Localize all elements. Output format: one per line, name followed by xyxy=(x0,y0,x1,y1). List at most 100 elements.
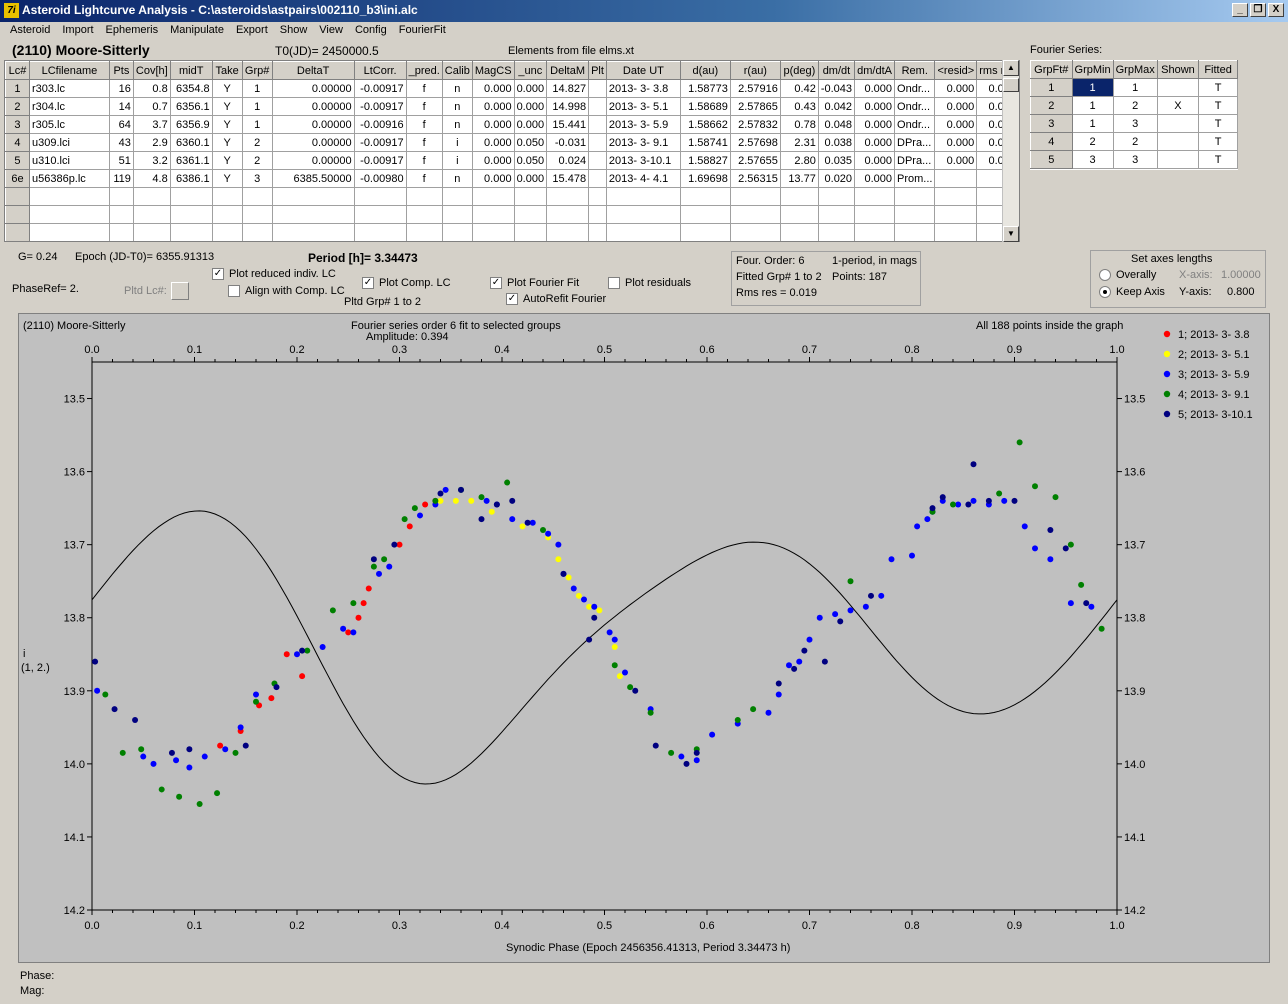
table-cell[interactable]: 1 xyxy=(241,115,273,134)
table-cell[interactable] xyxy=(211,187,243,206)
table-cell[interactable] xyxy=(28,205,110,224)
table-row[interactable]: 5 u310.lci 51 3.2 6361.1 Y 2 0.00000 -0.00917 f i 0… xyxy=(5,151,1019,170)
table-cell[interactable] xyxy=(546,205,590,224)
row-header[interactable]: 2 xyxy=(1030,96,1073,115)
table-cell[interactable]: Ondr... xyxy=(894,115,936,134)
scroll-thumb[interactable] xyxy=(1003,78,1019,92)
table-cell[interactable]: 0.000 xyxy=(513,97,548,116)
scroll-down-icon[interactable]: ▼ xyxy=(1003,226,1019,242)
table-cell[interactable] xyxy=(441,205,473,224)
table-cell[interactable]: n xyxy=(441,115,473,134)
table-cell[interactable]: 0.000 xyxy=(934,133,978,152)
table-cell[interactable]: 0.000 xyxy=(471,169,515,188)
row-header[interactable] xyxy=(5,187,30,206)
fourier-cell[interactable]: 1 xyxy=(1071,114,1114,133)
plot-fourier-checkbox[interactable]: ✓ Plot Fourier Fit xyxy=(490,277,579,290)
close-button[interactable]: X xyxy=(1268,3,1284,17)
fourier-column-header[interactable]: Fitted xyxy=(1198,60,1238,79)
table-cell[interactable]: 64 xyxy=(108,115,134,134)
fourier-cell[interactable]: 1 xyxy=(1112,78,1158,97)
table-cell[interactable]: -0.00917 xyxy=(353,133,407,152)
fourier-cell[interactable]: 3 xyxy=(1112,150,1158,169)
table-cell[interactable]: 13.77 xyxy=(779,169,819,188)
table-cell[interactable] xyxy=(679,223,731,241)
table-cell[interactable]: 6361.1 xyxy=(169,151,213,170)
fourier-cell[interactable]: 2 xyxy=(1112,132,1158,151)
table-cell[interactable]: 0.000 xyxy=(854,169,896,188)
menu-ephemeris[interactable]: Ephemeris xyxy=(105,24,159,36)
table-cell[interactable]: f xyxy=(405,79,443,98)
empty-row[interactable] xyxy=(5,187,1019,206)
table-cell[interactable] xyxy=(132,205,171,224)
fourier-cell[interactable]: 1 xyxy=(1071,78,1114,97)
column-header[interactable]: midT xyxy=(169,61,213,80)
menu-manipulate[interactable]: Manipulate xyxy=(170,24,224,36)
table-cell[interactable] xyxy=(934,169,978,188)
column-header[interactable]: p(deg) xyxy=(779,61,819,80)
table-cell[interactable] xyxy=(679,205,731,224)
fourier-cell[interactable]: X xyxy=(1156,96,1200,115)
table-cell[interactable]: 6385.50000 xyxy=(271,169,355,188)
column-header[interactable]: r(au) xyxy=(729,61,781,80)
table-cell[interactable] xyxy=(241,223,273,241)
table-cell[interactable]: u310.lci xyxy=(28,151,110,170)
table-cell[interactable]: n xyxy=(441,97,473,116)
column-header[interactable]: Pts xyxy=(108,61,134,80)
fourier-column-header[interactable]: Shown xyxy=(1156,60,1200,79)
fourier-cell[interactable]: T xyxy=(1198,132,1238,151)
table-cell[interactable]: 2.31 xyxy=(779,133,819,152)
table-cell[interactable] xyxy=(817,187,856,206)
column-header[interactable]: _pred. xyxy=(405,61,443,80)
table-cell[interactable] xyxy=(588,133,607,152)
plot-comp-checkbox[interactable]: ✓ Plot Comp. LC xyxy=(362,277,451,290)
table-cell[interactable]: 0.00000 xyxy=(271,97,355,116)
column-header[interactable]: Rem. xyxy=(894,61,936,80)
table-cell[interactable]: 43 xyxy=(108,133,134,152)
table-cell[interactable]: 0.038 xyxy=(817,133,856,152)
table-cell[interactable] xyxy=(405,223,443,241)
table-cell[interactable] xyxy=(854,187,896,206)
table-cell[interactable]: 3.2 xyxy=(132,151,171,170)
table-cell[interactable]: 6356.9 xyxy=(169,115,213,134)
table-cell[interactable]: Y xyxy=(211,133,243,152)
fourier-cell[interactable]: T xyxy=(1198,114,1238,133)
table-cell[interactable]: -0.00917 xyxy=(353,79,407,98)
table-cell[interactable]: 2013- 3- 5.1 xyxy=(605,97,681,116)
table-cell[interactable] xyxy=(588,97,607,116)
table-cell[interactable]: 0.020 xyxy=(817,169,856,188)
table-cell[interactable]: f xyxy=(405,133,443,152)
yaxis-value[interactable]: 0.800 xyxy=(1227,286,1255,298)
fourier-cell[interactable] xyxy=(1156,78,1200,97)
table-cell[interactable]: u56386p.lc xyxy=(28,169,110,188)
table-cell[interactable] xyxy=(894,223,936,241)
column-header[interactable]: _unc xyxy=(513,61,548,80)
table-cell[interactable]: 0.000 xyxy=(471,115,515,134)
table-cell[interactable]: 1.69698 xyxy=(679,169,731,188)
row-header[interactable] xyxy=(5,205,30,224)
menu-show[interactable]: Show xyxy=(279,24,308,36)
table-cell[interactable]: 2.57865 xyxy=(729,97,781,116)
table-cell[interactable] xyxy=(28,187,110,206)
column-header[interactable]: Cov[h] xyxy=(132,61,171,80)
table-cell[interactable]: Y xyxy=(211,79,243,98)
table-cell[interactable]: 0.00000 xyxy=(271,151,355,170)
table-cell[interactable]: -0.00917 xyxy=(353,151,407,170)
column-header[interactable]: dm/dt xyxy=(817,61,856,80)
menu-config[interactable]: Config xyxy=(354,24,387,36)
table-cell[interactable] xyxy=(679,187,731,206)
table-cell[interactable]: 14.998 xyxy=(546,97,590,116)
table-cell[interactable]: 3 xyxy=(241,169,273,188)
column-header[interactable]: MagCS xyxy=(471,61,515,80)
fourier-cell[interactable]: T xyxy=(1198,96,1238,115)
table-cell[interactable]: DPra... xyxy=(894,151,936,170)
table-cell[interactable]: 2 xyxy=(241,133,273,152)
column-header[interactable]: Grp# xyxy=(241,61,273,80)
fourier-cell[interactable] xyxy=(1156,150,1200,169)
table-cell[interactable]: 0.7 xyxy=(132,97,171,116)
pltd-lc-spinner[interactable] xyxy=(171,282,189,300)
fourier-cell[interactable] xyxy=(1156,132,1200,151)
table-cell[interactable]: 2.9 xyxy=(132,133,171,152)
table-cell[interactable]: 0.000 xyxy=(513,115,548,134)
table-cell[interactable] xyxy=(108,205,134,224)
